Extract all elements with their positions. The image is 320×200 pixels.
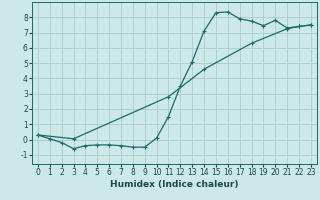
X-axis label: Humidex (Indice chaleur): Humidex (Indice chaleur) [110,180,239,189]
